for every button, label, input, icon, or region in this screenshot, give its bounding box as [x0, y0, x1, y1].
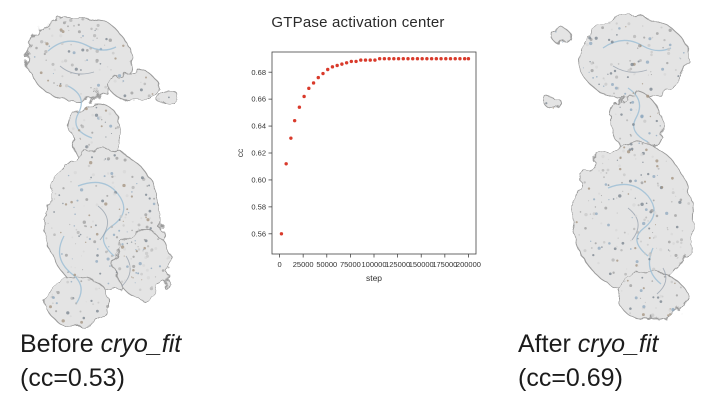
svg-text:0.56: 0.56 [251, 229, 266, 238]
svg-text:25000: 25000 [293, 260, 314, 269]
after-cc-value: (cc=0.69) [518, 363, 623, 392]
before-caption-line1: Before cryo_fit [20, 328, 181, 362]
cc-vs-step-chart: GTPase activation center 0 25000 50000 7500… [228, 8, 488, 308]
before-caption-text: Before [20, 330, 101, 358]
before-cc-value: (cc=0.53) [20, 363, 125, 392]
svg-text:200000: 200000 [456, 260, 481, 269]
svg-text:0.68: 0.68 [251, 68, 266, 77]
svg-text:0.64: 0.64 [251, 122, 266, 131]
after-caption: After cryo_fit (cc=0.69) [518, 328, 658, 396]
svg-text:150000: 150000 [409, 260, 434, 269]
svg-text:125000: 125000 [385, 260, 410, 269]
svg-text:step: step [366, 273, 382, 283]
svg-text:175000: 175000 [432, 260, 457, 269]
after-caption-italic: cryo_fit [577, 330, 659, 358]
svg-text:0.66: 0.66 [251, 95, 266, 104]
svg-text:0.58: 0.58 [251, 202, 266, 211]
after-caption-text: After [518, 330, 578, 358]
svg-text:0.60: 0.60 [251, 176, 266, 185]
svg-text:50000: 50000 [316, 260, 337, 269]
svg-text:75000: 75000 [340, 260, 361, 269]
svg-text:0: 0 [277, 260, 281, 269]
before-caption-italic: cryo_fit [100, 330, 182, 358]
cryoem-density-map-after-icon [544, 15, 694, 321]
chart-title: GTPase activation center [271, 14, 445, 31]
after-caption-line1: After cryo_fit [518, 328, 658, 362]
after-structure-image [533, 8, 715, 336]
svg-text:100000: 100000 [361, 260, 386, 269]
svg-text:cc: cc [235, 148, 245, 157]
cryoem-density-map-before-icon [25, 15, 180, 328]
before-caption: Before cryo_fit (cc=0.53) [20, 328, 181, 396]
before-structure-image [8, 6, 193, 336]
svg-text:0.62: 0.62 [251, 149, 266, 158]
scatter-plot: 0 25000 50000 75000 100000125000150000175000… [235, 51, 481, 283]
